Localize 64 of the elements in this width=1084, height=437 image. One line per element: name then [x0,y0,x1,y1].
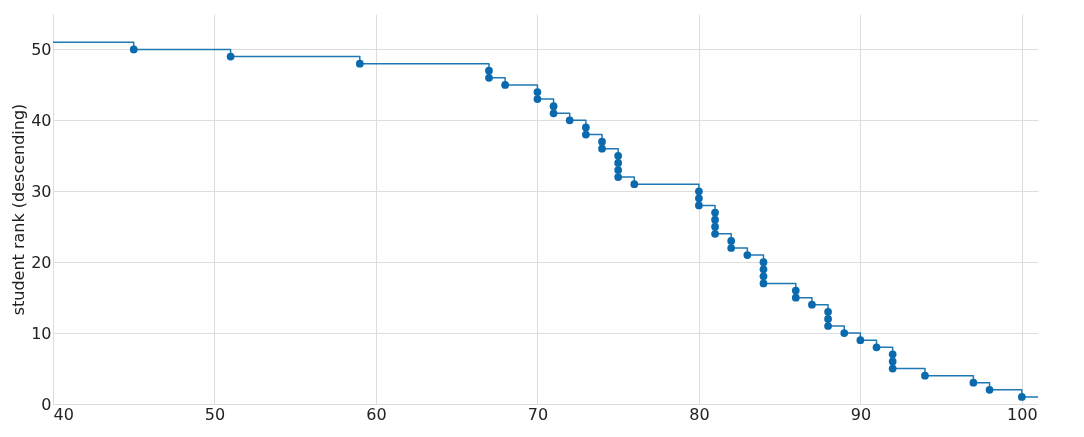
point [711,208,719,217]
point [226,52,235,61]
point [582,123,590,132]
y-tick-label: 20 [31,252,52,272]
point [888,364,897,373]
point [888,357,897,366]
point [614,166,623,174]
point [549,102,558,111]
x-tick-label: 70 [527,404,549,424]
point [759,265,768,274]
y-tick-label: 10 [31,323,52,343]
point [614,151,623,160]
point [856,336,865,345]
point [598,144,606,153]
point [565,116,574,125]
point [759,279,768,288]
x-tick-label: 60 [366,404,387,424]
point [630,180,639,189]
y-tick-label: 50 [31,39,52,59]
point [824,315,832,323]
point [355,59,364,68]
x-tick-label: 50 [204,404,226,424]
point [711,215,719,224]
point [727,244,736,252]
point [129,45,138,54]
point [840,329,849,337]
point [695,194,703,203]
point [743,251,752,259]
point [921,371,929,380]
y-tick-label: 30 [31,181,52,201]
x-tick-label: 90 [850,404,872,424]
point [614,173,623,181]
point [549,109,558,118]
point [582,130,590,139]
point [711,229,719,238]
point [791,286,800,295]
point [969,378,978,387]
y-tick-label: 0 [41,394,52,414]
x-tick-label: 40 [53,404,74,424]
point [985,385,994,394]
point [533,88,542,96]
point [598,137,606,146]
point [824,322,832,330]
point [808,300,816,309]
point [501,81,509,89]
point [485,73,493,82]
x-tick-label: 100 [1007,404,1038,424]
point [888,350,897,359]
y-axis-title: student rank (descending) [9,103,29,316]
point [759,272,768,281]
point [711,222,719,231]
y-tick-label: 40 [31,110,52,130]
point [759,258,768,267]
point [824,307,832,316]
point [727,237,736,245]
point [533,95,542,103]
point [791,293,800,302]
point [695,201,703,210]
point [872,343,881,352]
point [485,66,493,75]
point [695,187,703,196]
point [614,159,623,167]
point [1017,393,1026,401]
x-tick-label: 80 [689,404,710,424]
